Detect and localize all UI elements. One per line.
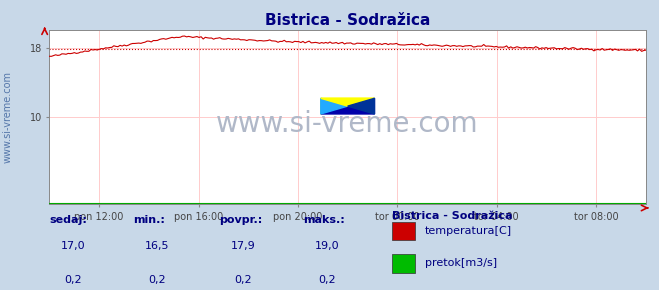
Text: 0,2: 0,2 xyxy=(235,275,252,284)
Bar xyxy=(392,222,415,240)
Bar xyxy=(392,254,415,273)
Text: sedaj:: sedaj: xyxy=(49,215,87,225)
Text: www.si-vreme.com: www.si-vreme.com xyxy=(3,71,13,164)
Text: 0,2: 0,2 xyxy=(65,275,82,284)
Text: povpr.:: povpr.: xyxy=(219,215,263,225)
Text: temperatura[C]: temperatura[C] xyxy=(425,226,512,236)
Text: min.:: min.: xyxy=(133,215,165,225)
Text: pretok[m3/s]: pretok[m3/s] xyxy=(425,258,498,269)
Text: 0,2: 0,2 xyxy=(318,275,335,284)
Title: Bistrica - Sodražica: Bistrica - Sodražica xyxy=(265,13,430,28)
Text: 0,2: 0,2 xyxy=(148,275,165,284)
Polygon shape xyxy=(321,98,374,114)
Polygon shape xyxy=(321,98,348,114)
Text: Bistrica - Sodražica: Bistrica - Sodražica xyxy=(392,211,513,221)
Text: www.si-vreme.com: www.si-vreme.com xyxy=(216,110,479,138)
Polygon shape xyxy=(321,98,374,114)
Polygon shape xyxy=(321,98,374,106)
Text: maks.:: maks.: xyxy=(303,215,345,225)
Text: 17,9: 17,9 xyxy=(231,241,256,251)
Text: 16,5: 16,5 xyxy=(144,241,169,251)
Polygon shape xyxy=(348,98,374,114)
Text: 19,0: 19,0 xyxy=(314,241,339,251)
Text: 17,0: 17,0 xyxy=(61,241,86,251)
